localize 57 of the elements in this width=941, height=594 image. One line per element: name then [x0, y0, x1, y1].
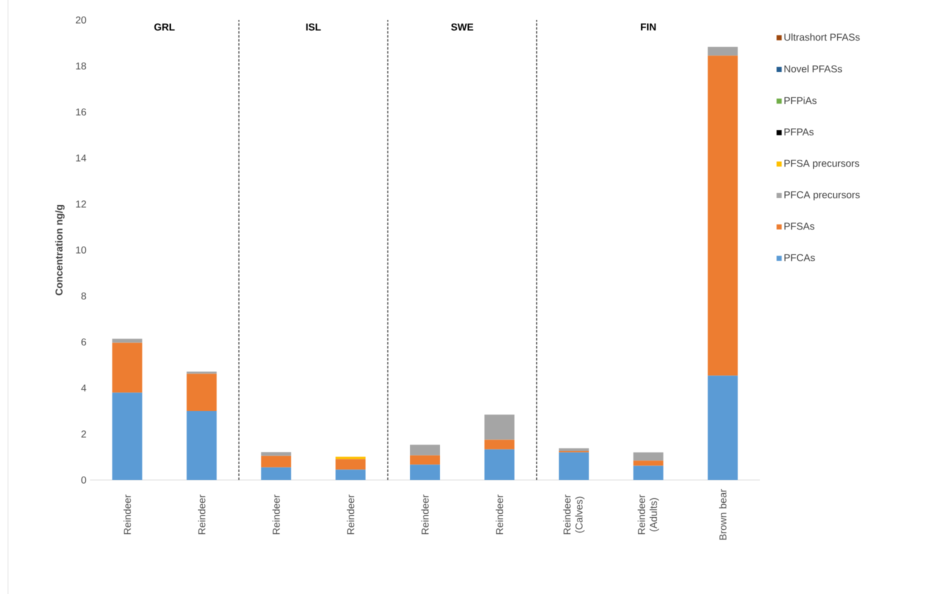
legend-label: PFSAs [784, 222, 814, 230]
bar [633, 452, 664, 461]
bar [410, 455, 440, 465]
bar [558, 448, 589, 452]
annotation: ISL [306, 24, 321, 31]
bar [336, 459, 366, 470]
bar [484, 414, 514, 440]
x-tick-label: Reindeer [272, 494, 280, 534]
y-tick-label: 12 [76, 200, 86, 208]
bar [410, 464, 440, 480]
y-tick-label: 18 [76, 62, 86, 70]
y-tick-label: 6 [81, 338, 86, 346]
bar [336, 470, 366, 480]
bar [410, 444, 440, 456]
y-tick-label: 10 [76, 246, 86, 254]
bar [558, 452, 589, 480]
x-tick-label: Reindeer (Calves) [563, 494, 585, 534]
y-tick-label: 0 [81, 476, 86, 484]
bar [112, 342, 142, 393]
x-tick-label: Reindeer (Adults) [638, 494, 659, 534]
x-tick-label: Reindeer [496, 494, 504, 534]
x-tick-label: Reindeer [421, 494, 429, 534]
bar [186, 411, 217, 480]
bar [708, 46, 738, 56]
x-tick-label: Reindeer [124, 494, 131, 534]
x-tick-label: Brown bear [719, 489, 726, 540]
y-tick-label: 16 [76, 108, 86, 116]
bar [112, 338, 142, 343]
bar [261, 467, 292, 480]
bar [186, 374, 217, 411]
x-tick-label: Reindeer [198, 494, 206, 534]
legend-label: PFPiAs [784, 96, 817, 104]
annotation: GRL [154, 24, 175, 31]
legend-label: PFCAs [784, 254, 815, 262]
annotation: FIN [640, 24, 656, 30]
bar [484, 440, 514, 450]
bar [708, 56, 738, 376]
legend-label: Novel PFASs [784, 65, 842, 72]
bar [633, 466, 664, 480]
legend-label: PFPAs [784, 128, 814, 136]
x-tick-label: Reindeer [346, 494, 354, 534]
y-tick-label: 4 [81, 384, 86, 392]
bar [261, 452, 292, 456]
y-tick-label: 14 [76, 154, 86, 162]
y-tick-label: 2 [81, 430, 86, 438]
bar [633, 460, 664, 466]
bar [484, 449, 514, 480]
legend-label: PFSA precursors [784, 160, 860, 169]
bar [112, 392, 142, 480]
y-tick-label: 8 [81, 292, 86, 300]
y-tick-label: 20 [76, 16, 86, 24]
legend-label: Ultrashort PFASs [784, 33, 860, 41]
annotation: SWE [451, 24, 474, 31]
bar [708, 376, 738, 480]
bar [261, 456, 292, 468]
y-axis-title: Concentration ng/g [55, 205, 65, 296]
legend-label: PFCA precursors [784, 191, 860, 200]
